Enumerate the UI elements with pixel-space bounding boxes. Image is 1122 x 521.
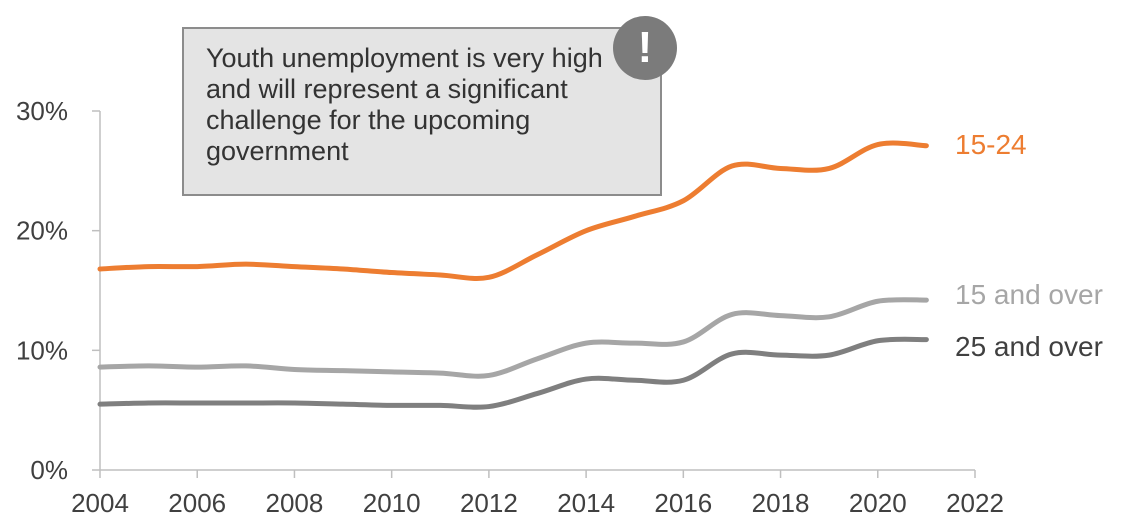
x-tick-label: 2018 <box>752 488 810 518</box>
x-tick-label: 2012 <box>460 488 518 518</box>
y-axis-ticks: 0% 10% 20% 30% <box>16 96 100 485</box>
series-line-15-24 <box>97 140 929 282</box>
x-tick-label: 2010 <box>363 488 421 518</box>
annotation-text: Youth unemployment is very high and will… <box>206 43 603 166</box>
x-axis-ticks: 2004 2006 2008 2010 2012 2014 2016 2018 2020 2022 <box>71 470 1004 518</box>
x-tick-label: 2006 <box>168 488 226 518</box>
series-label-25-and-over: 25 and over <box>955 331 1103 362</box>
series-labels: 15-24 15 and over 25 and over <box>955 129 1103 362</box>
series-lines <box>97 140 929 410</box>
x-tick-label: 2020 <box>849 488 907 518</box>
x-tick-label: 2008 <box>266 488 324 518</box>
exclamation-icon: ! <box>613 16 677 80</box>
y-tick-label: 30% <box>16 96 68 126</box>
x-tick-label: 2022 <box>946 488 1004 518</box>
y-tick-label: 20% <box>16 216 68 246</box>
series-line-25-and-over <box>97 336 929 410</box>
x-tick-label: 2014 <box>557 488 615 518</box>
y-tick-label: 0% <box>30 455 68 485</box>
x-tick-label: 2004 <box>71 488 129 518</box>
series-line-15-and-over <box>97 297 929 379</box>
annotation-callout: Youth unemployment is very high and will… <box>182 27 662 196</box>
series-label-15-24: 15-24 <box>955 129 1027 160</box>
x-tick-label: 2016 <box>654 488 712 518</box>
chart-axes <box>99 111 975 471</box>
exclamation-glyph: ! <box>637 23 653 72</box>
y-tick-label: 10% <box>16 335 68 365</box>
series-label-15-and-over: 15 and over <box>955 279 1103 310</box>
